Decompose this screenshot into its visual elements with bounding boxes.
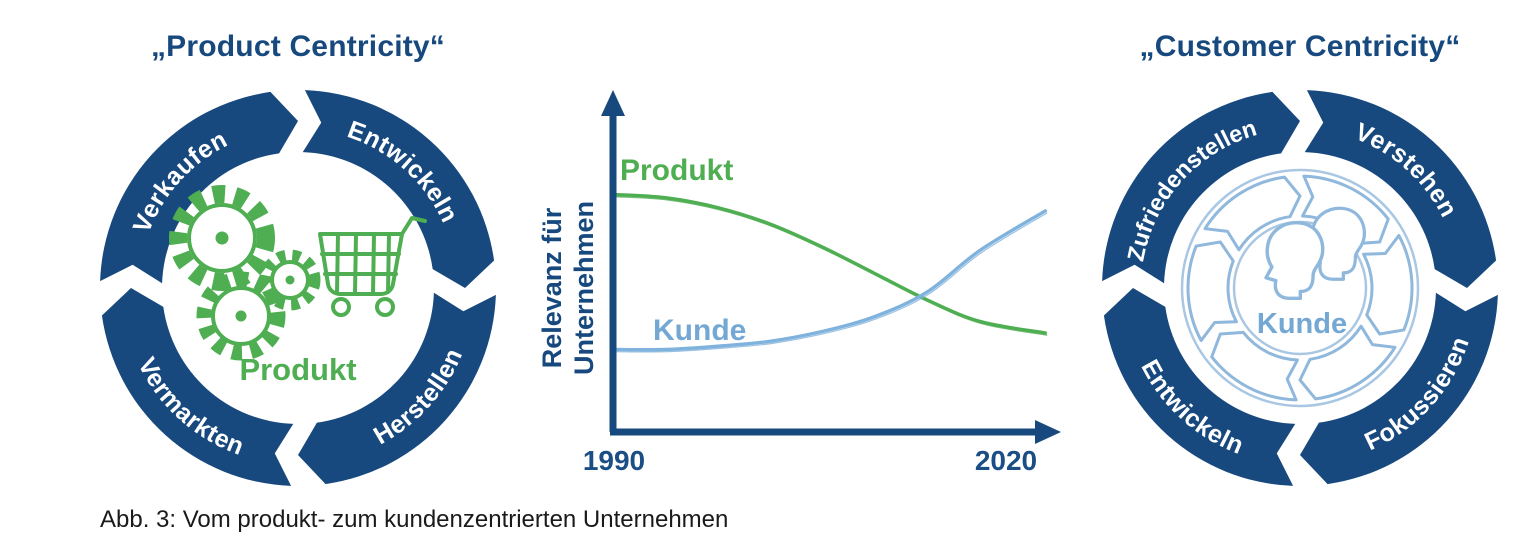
ring-arrow-segment xyxy=(302,90,495,289)
inner-cycle-arrow xyxy=(1298,324,1397,401)
customer-cycle-diagram: Zufriedenstellen Verstehen Fokussieren E… xyxy=(1102,90,1498,486)
inner-cycle-arrow xyxy=(1362,233,1414,336)
produkt-center-label: Produkt xyxy=(239,352,356,387)
people-icon xyxy=(1264,206,1366,301)
ring-arrow-segment xyxy=(1300,292,1498,485)
gear-large-icon xyxy=(169,185,275,291)
shopping-cart-icon xyxy=(318,216,427,317)
product-cycle-diagram: Verkaufen Entwickeln Herstellen Vermarkt… xyxy=(100,90,496,486)
ring-arrow-segment xyxy=(1304,90,1497,289)
ring-arrow-segment xyxy=(1102,91,1300,284)
relevance-line-chart: Produkt Kunde 1990 2020 xyxy=(583,90,1061,476)
kunde-center-label: Kunde xyxy=(1257,308,1347,340)
x-axis-arrow-icon xyxy=(1035,420,1061,444)
inner-cycle-arrow xyxy=(1186,240,1238,343)
figure-caption: Abb. 3: Vom produkt- zum kundenzentriert… xyxy=(100,506,729,533)
produkt-curve xyxy=(613,196,1048,336)
chart-curves xyxy=(611,192,1048,353)
product-cycle-ring xyxy=(100,90,496,486)
kunde-curve xyxy=(611,209,1047,352)
y-axis-label: Relevanz für Unternehmen xyxy=(536,166,604,410)
ring-arrow-segment xyxy=(100,91,299,284)
y-axis-arrow-icon xyxy=(601,90,625,116)
ring-arrow-segment xyxy=(1103,288,1296,486)
gear-small-icon xyxy=(259,249,321,311)
ring-arrow-segment xyxy=(298,292,496,485)
inner-cycle-arrows-icon xyxy=(1186,174,1414,402)
gear-medium-icon xyxy=(196,271,286,361)
y-axis-label-line2: Unternehmen xyxy=(569,200,599,376)
customer-cycle-ring xyxy=(1102,90,1498,486)
x-tick-2020: 2020 xyxy=(975,445,1037,476)
customer-centricity-title: „Customer Centricity“ xyxy=(1139,30,1461,63)
product-centricity-title: „Product Centricity“ xyxy=(150,30,446,63)
inner-cycle-outer-circle xyxy=(1180,168,1420,408)
produkt-series-label: Produkt xyxy=(620,154,733,187)
inner-cycle-arrow xyxy=(1203,175,1302,252)
ring-arrow-segment xyxy=(101,288,294,486)
inner-cycle-arrow xyxy=(1210,330,1299,402)
kunde-curve xyxy=(613,212,1048,353)
gears-icon xyxy=(169,185,321,361)
x-tick-1990: 1990 xyxy=(583,445,645,476)
produkt-curve xyxy=(611,192,1047,335)
kunde-series-label: Kunde xyxy=(653,314,746,347)
y-axis-label-line1: Relevanz für xyxy=(537,207,567,369)
